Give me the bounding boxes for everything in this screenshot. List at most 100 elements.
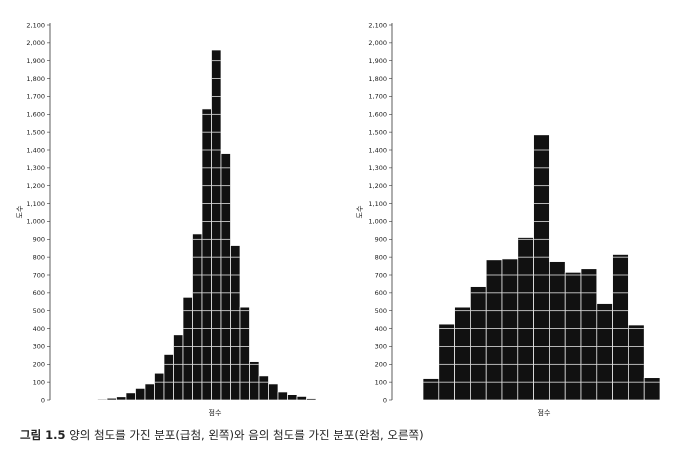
y-tick-label: 0 xyxy=(383,396,387,404)
y-axis-label: 도수 xyxy=(16,205,24,218)
y-tick-label: 300 xyxy=(33,343,45,351)
y-tick-label: 2,000 xyxy=(368,39,387,47)
figure-caption-text: 양의 첨도를 가진 분포(급첨, 왼쪽)와 음의 첨도를 가진 분포(완첨, 오… xyxy=(69,428,424,442)
y-tick-label: 1,600 xyxy=(26,111,45,119)
bar-body xyxy=(239,306,250,401)
y-tick-label: 400 xyxy=(375,325,387,333)
bar-body xyxy=(154,372,165,401)
y-tick-label: 1,300 xyxy=(368,164,387,172)
chart-left: 0 100 200 300 400 500 600 700 800 900 1,000 1,100 1,… xyxy=(16,21,317,417)
y-tick-label: 1,100 xyxy=(26,200,45,208)
bar-body xyxy=(422,378,440,401)
bar-body xyxy=(549,261,566,401)
y-tick-label: 900 xyxy=(375,236,387,244)
bar-body xyxy=(249,361,260,401)
y-tick-label: 200 xyxy=(375,361,387,369)
bar xyxy=(106,397,117,401)
bar xyxy=(296,396,307,401)
bar xyxy=(422,378,440,401)
bar xyxy=(643,377,661,401)
y-tick-label: 1,500 xyxy=(368,128,387,136)
bar xyxy=(485,259,503,401)
bar xyxy=(501,258,519,401)
bar xyxy=(97,398,108,401)
y-tick-label: 1,900 xyxy=(368,57,387,65)
y-tick-label: 1,700 xyxy=(368,93,387,101)
bar-body xyxy=(125,392,136,401)
y-tick-label: 1,400 xyxy=(368,146,387,154)
y-tick-label: 1,800 xyxy=(368,75,387,83)
bar xyxy=(454,306,471,401)
y-tick-label: 1,000 xyxy=(26,218,45,226)
bar-body xyxy=(192,233,203,401)
bar-body xyxy=(173,334,184,401)
bar-body xyxy=(501,258,519,401)
bar xyxy=(596,303,613,401)
bar xyxy=(612,254,629,401)
bar-body xyxy=(296,396,307,401)
bar xyxy=(580,268,598,401)
y-tick-label: 700 xyxy=(375,271,387,279)
bar-body xyxy=(211,49,222,401)
y-tick-label: 2,100 xyxy=(368,21,387,29)
bar-body xyxy=(438,323,455,401)
bar xyxy=(564,271,582,401)
bar-body xyxy=(287,394,298,401)
bar xyxy=(201,108,212,401)
y-tick-label: 200 xyxy=(33,361,45,369)
y-tick-label: 600 xyxy=(375,289,387,297)
bar-body xyxy=(277,391,288,401)
y-tick-label: 500 xyxy=(375,307,387,315)
bar-body xyxy=(564,271,582,401)
y-tick-label: 300 xyxy=(375,343,387,351)
bar-body xyxy=(596,303,613,401)
bar-body xyxy=(258,375,269,401)
y-tick-label: 600 xyxy=(33,289,45,297)
bar xyxy=(173,334,184,401)
bar-body xyxy=(182,296,193,401)
bar-body xyxy=(628,324,645,401)
x-axis-label: 점수 xyxy=(538,409,551,417)
bar xyxy=(163,354,174,401)
y-tick-label: 1,000 xyxy=(368,218,387,226)
y-tick-label: 1,700 xyxy=(26,93,45,101)
y-tick-label: 1,300 xyxy=(26,164,45,172)
y-tick-label: 1,100 xyxy=(368,200,387,208)
bar xyxy=(277,391,288,401)
bar xyxy=(287,394,298,401)
bar-body xyxy=(533,134,550,401)
bar-body xyxy=(612,254,629,401)
bar-body xyxy=(116,396,127,401)
y-tick-label: 800 xyxy=(375,253,387,261)
bar xyxy=(211,49,222,401)
y-tick-label: 0 xyxy=(41,396,45,404)
bar-body xyxy=(454,306,471,401)
bar-body xyxy=(163,354,174,401)
bar xyxy=(182,296,193,401)
y-tick-label: 500 xyxy=(33,307,45,315)
bar xyxy=(249,361,260,401)
figure-caption: 그림 1.5 양의 첨도를 가진 분포(급첨, 왼쪽)와 음의 첨도를 가진 분… xyxy=(20,427,424,443)
bar xyxy=(116,396,127,401)
bar xyxy=(220,153,231,401)
y-tick-label: 1,600 xyxy=(368,111,387,119)
bar xyxy=(258,375,269,401)
bar-body xyxy=(306,398,317,401)
bar xyxy=(144,383,155,401)
y-tick-label: 2,100 xyxy=(26,21,45,29)
bar-body xyxy=(580,268,598,401)
bar xyxy=(628,324,645,401)
bar xyxy=(135,388,146,401)
bar xyxy=(268,383,279,401)
bar-body xyxy=(97,398,108,401)
bar-body xyxy=(268,383,279,401)
y-tick-label: 900 xyxy=(33,236,45,244)
bar-body xyxy=(144,383,155,401)
y-tick-label: 400 xyxy=(33,325,45,333)
bar xyxy=(533,134,550,401)
y-tick-label: 1,900 xyxy=(26,57,45,65)
bar xyxy=(239,306,250,401)
bar xyxy=(438,323,455,401)
bar xyxy=(517,237,534,401)
bar-body xyxy=(470,286,487,401)
